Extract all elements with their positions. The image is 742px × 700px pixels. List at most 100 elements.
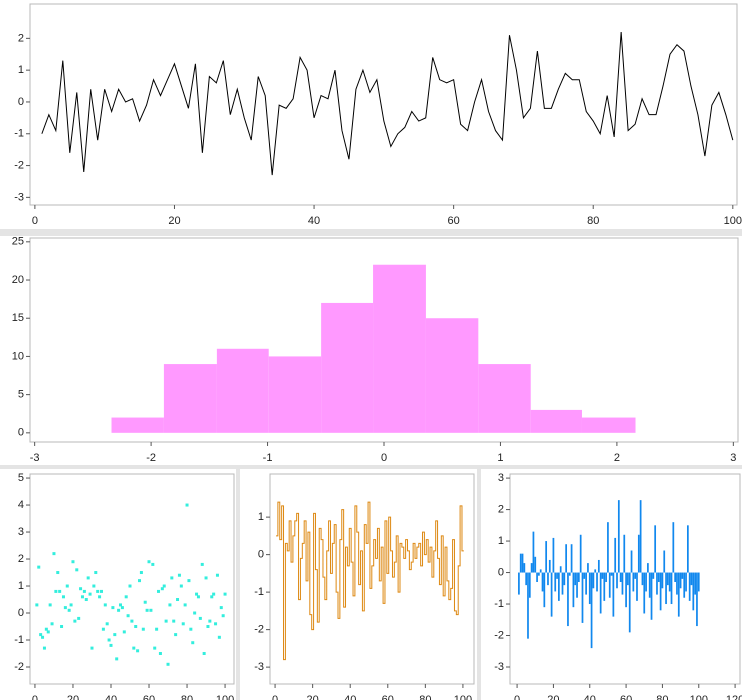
x-tick-label: 60 (448, 215, 460, 227)
point (158, 651, 162, 655)
bar (697, 572, 700, 592)
bar (523, 563, 526, 573)
x-tick-label: 40 (105, 694, 117, 700)
point (215, 573, 219, 577)
point (176, 598, 180, 602)
point (120, 606, 124, 610)
point (151, 562, 155, 566)
y-tick-label: 20 (12, 274, 24, 286)
point (98, 595, 102, 599)
point (117, 608, 121, 612)
bar (654, 525, 657, 573)
bar (519, 553, 522, 573)
bar (554, 572, 557, 592)
bar (674, 572, 677, 582)
x-tick-label: 0 (381, 452, 387, 464)
step-line (276, 501, 464, 661)
bar (532, 531, 535, 573)
bar (657, 572, 660, 582)
y-tick-label: 0 (258, 549, 264, 561)
point (221, 614, 225, 618)
y-tick-label: 15 (12, 312, 24, 324)
point (94, 571, 98, 575)
y-tick-label: 0 (18, 427, 24, 439)
bar (568, 572, 571, 576)
bar (637, 534, 640, 573)
x-tick-label: -1 (263, 452, 273, 464)
bar (581, 572, 584, 623)
bar (590, 572, 593, 649)
bar (641, 572, 644, 586)
bar (612, 572, 615, 617)
point (37, 565, 41, 569)
bar (587, 563, 589, 573)
point (162, 584, 166, 588)
hist-bar (321, 302, 374, 433)
bar (650, 572, 653, 620)
bar (608, 572, 611, 598)
bar (670, 572, 673, 605)
bar (527, 572, 529, 639)
bar (597, 559, 600, 573)
bar (683, 572, 686, 598)
point (107, 638, 111, 642)
bar (686, 525, 689, 573)
point (42, 646, 46, 650)
point (96, 589, 100, 593)
y-tick-label: -1 (254, 586, 264, 598)
y-tick-label: 5 (18, 389, 24, 401)
y-tick-label: -2 (494, 629, 504, 641)
point (130, 619, 134, 623)
bar (617, 500, 620, 573)
point (71, 560, 75, 564)
point (103, 603, 107, 607)
point (46, 630, 50, 634)
point (138, 579, 142, 583)
bar (534, 556, 537, 573)
point (109, 643, 113, 647)
point (147, 560, 151, 564)
bar (645, 572, 647, 592)
bar (656, 572, 658, 595)
x-tick-label: 120 (726, 694, 742, 700)
point (111, 606, 115, 610)
point (134, 625, 138, 629)
point (73, 619, 77, 623)
point (195, 592, 199, 596)
bar (547, 572, 549, 586)
bar (585, 572, 587, 595)
point (132, 646, 136, 650)
point (101, 627, 105, 631)
plot (518, 500, 700, 649)
bar (659, 572, 662, 611)
plot-area (29, 473, 235, 685)
bar (643, 572, 646, 614)
point (174, 633, 178, 637)
point (67, 608, 71, 612)
bar (545, 541, 548, 573)
bar (548, 559, 551, 573)
bar (530, 563, 533, 573)
point (149, 608, 153, 612)
bar (576, 572, 578, 598)
point (177, 573, 181, 577)
bar (639, 500, 642, 573)
x-tick-label: 0 (32, 694, 38, 700)
bar (630, 550, 633, 573)
bar (634, 572, 637, 579)
x-tick-label: 80 (656, 694, 668, 700)
bar (625, 572, 627, 608)
x-tick-label: 80 (587, 215, 599, 227)
bar (550, 572, 553, 617)
point (128, 584, 132, 588)
bar (676, 572, 678, 595)
bar (648, 572, 651, 598)
x-tick-label: 20 (307, 694, 319, 700)
bar (619, 572, 622, 582)
hist-bar (268, 356, 322, 433)
bar (621, 572, 624, 595)
bar (601, 572, 604, 579)
point (65, 584, 69, 588)
y-tick-label: 10 (12, 350, 24, 362)
bar (685, 572, 687, 592)
